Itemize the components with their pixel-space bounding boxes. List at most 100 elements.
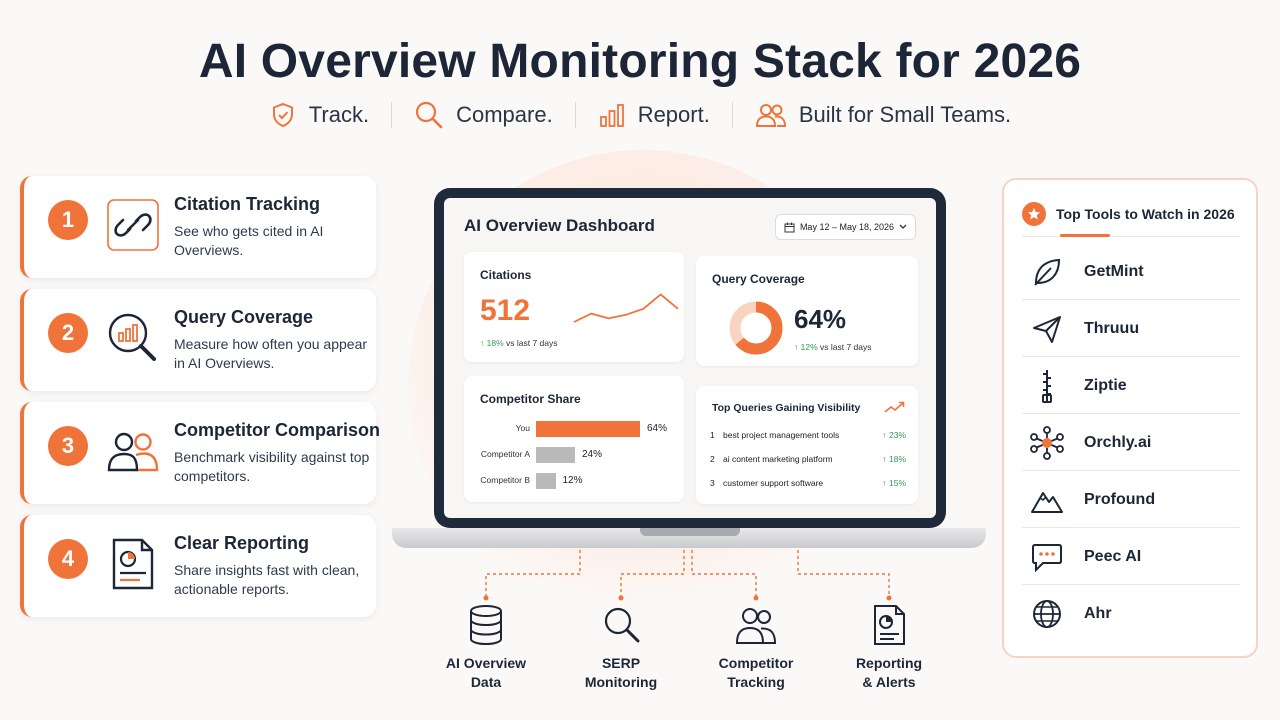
paper-plane-icon (1033, 315, 1061, 343)
chevron-down-icon (899, 224, 907, 229)
feature-description: See who gets cited in AI Overviews. (174, 223, 324, 258)
top-tools-heading: Top Tools to Watch in 2026 (1022, 202, 1235, 226)
users-icon (755, 104, 786, 127)
tagline-bar: Track. Compare. Report. Built for Small … (0, 100, 1280, 130)
competitor-value: 12% (562, 475, 583, 486)
tool-name: Profound (1084, 490, 1156, 508)
competitor-bar-row: Competitor B 12% (464, 472, 684, 490)
query-row: 1 best project management tools ↑ 23% (710, 430, 906, 440)
tool-item-ziptie[interactable]: Ziptie (1022, 358, 1240, 414)
feature-title: Citation Tracking (174, 194, 321, 214)
database-icon (470, 605, 502, 646)
magnifier-chart-icon (108, 313, 156, 361)
competitor-bar (536, 447, 575, 463)
zipper-icon (1042, 369, 1052, 403)
citations-value: 512 (480, 294, 531, 327)
connector-ai-overview-data: AI Overview Data (416, 604, 556, 692)
competitor-bar-row: You 64% (464, 420, 684, 438)
date-range-label: May 12 – May 18, 2026 (799, 222, 894, 232)
query-row: 3 customer support software ↑ 15% (710, 478, 906, 488)
users-icon (107, 432, 159, 472)
competitor-name: You (515, 423, 530, 433)
report-icon (874, 605, 905, 645)
bar-chart-icon (599, 104, 624, 127)
citations-line (573, 293, 679, 323)
donut-fill (729, 301, 783, 355)
connector-reporting-alerts: Reporting & Alerts (819, 604, 959, 692)
top-queries-panel: Top Queries Gaining Visibility 1 best pro… (696, 386, 918, 504)
search-icon (415, 101, 443, 129)
laptop-screen: AI Overview Dashboard May 12 – May 18, 2… (434, 188, 946, 528)
competitor-share-panel: Competitor Share You 64% Competitor A 24% Co… (464, 376, 684, 502)
step-number: 3 (48, 426, 88, 466)
tagline-separator (391, 102, 393, 128)
top-tools-panel: Top Tools to Watch in 2026 GetMint Thruu… (1002, 178, 1258, 658)
coverage-donut (729, 301, 783, 355)
mountain-icon (1031, 491, 1063, 513)
leaf-icon (1034, 258, 1061, 286)
chat-bubble-icon (1032, 543, 1062, 572)
tool-name: Orchly.ai (1084, 433, 1152, 451)
tool-name: Peec AI (1084, 547, 1142, 565)
step-number: 4 (48, 539, 88, 579)
query-coverage-label: Query Coverage (712, 272, 805, 286)
feature-description: Benchmark visibility against top competi… (174, 449, 370, 484)
competitor-name: Competitor B (480, 475, 530, 485)
connector-label: Reporting & Alerts (855, 655, 923, 690)
network-icon (1030, 425, 1064, 460)
laptop-notch (640, 528, 740, 536)
star-icon (1022, 202, 1046, 226)
competitor-value: 64% (647, 423, 668, 434)
link-icon (107, 199, 159, 251)
feature-title: Query Coverage (174, 307, 314, 327)
tool-name: Ahr (1084, 605, 1112, 622)
shield-check-icon (272, 102, 293, 128)
tool-item-orchly[interactable]: Orchly.ai (1022, 415, 1240, 471)
competitor-name: Competitor A (480, 449, 530, 459)
step-number: 2 (48, 313, 88, 353)
feature-card-citation-tracking: 1 Citation Tracking See who gets cited i… (20, 176, 376, 278)
heading-accent (1060, 234, 1110, 237)
tagline-compare: Compare. (392, 100, 575, 130)
tool-name: GetMint (1084, 262, 1144, 280)
feature-title: Clear Reporting (174, 533, 310, 553)
feature-card-clear-reporting: 4 Clear Reporting Share insights fast wi… (20, 515, 376, 617)
query-row: 2 ai content marketing platform ↑ 18% (710, 454, 906, 464)
feature-title: Competitor Comparison (174, 420, 381, 440)
calendar-icon (784, 222, 795, 232)
tool-item-thruuu[interactable]: Thruuu (1022, 301, 1240, 357)
top-queries-label: Top Queries Gaining Visibility (712, 402, 861, 414)
feature-description: Measure how often you appear in AI Overv… (174, 336, 368, 371)
tool-name: Ziptie (1084, 376, 1127, 394)
tagline-teams: Built for Small Teams. (733, 101, 1033, 129)
laptop-base (392, 528, 986, 548)
connector-label: SERP Monitoring (584, 655, 658, 690)
connector-serp-monitoring: SERP Monitoring (551, 604, 691, 692)
competitor-value: 24% (582, 449, 603, 460)
citations-sparkline (573, 293, 679, 323)
tool-item-ahr[interactable]: Ahr (1022, 586, 1240, 642)
competitor-bar-row: Competitor A 24% (464, 446, 684, 464)
feature-description: Share insights fast with clean, actionab… (174, 562, 360, 597)
competitor-bar (536, 421, 640, 437)
tagline-report: Report. (576, 101, 732, 129)
connector-label: AI Overview Data (445, 655, 527, 690)
report-document-icon (112, 538, 154, 590)
tagline-track: Track. (247, 101, 391, 129)
feature-card-competitor-comparison: 3 Competitor Comparison Benchmark visibi… (20, 402, 380, 504)
step-number: 1 (48, 200, 88, 240)
connector-label: Competitor Tracking (718, 655, 794, 690)
query-coverage-panel: Query Coverage 64% ↑ 12% vs last 7 days (696, 256, 918, 366)
citations-panel: Citations 512 ↑ 18% vs last 7 days (464, 252, 684, 362)
date-range-picker[interactable]: May 12 – May 18, 2026 (774, 214, 916, 240)
dashboard: AI Overview Dashboard May 12 – May 18, 2… (444, 198, 936, 518)
page-title: AI Overview Monitoring Stack for 2026 (198, 35, 1082, 88)
competitor-bar (536, 473, 556, 489)
query-coverage-value: 64% (794, 304, 847, 334)
tool-item-getmint[interactable]: GetMint (1022, 244, 1240, 300)
citations-delta: ↑ 18% vs last 7 days (480, 338, 558, 348)
tool-item-peec[interactable]: Peec AI (1022, 529, 1240, 585)
tool-item-profound[interactable]: Profound (1022, 472, 1240, 528)
dashboard-title: AI Overview Dashboard (464, 216, 655, 235)
search-icon (604, 607, 640, 643)
